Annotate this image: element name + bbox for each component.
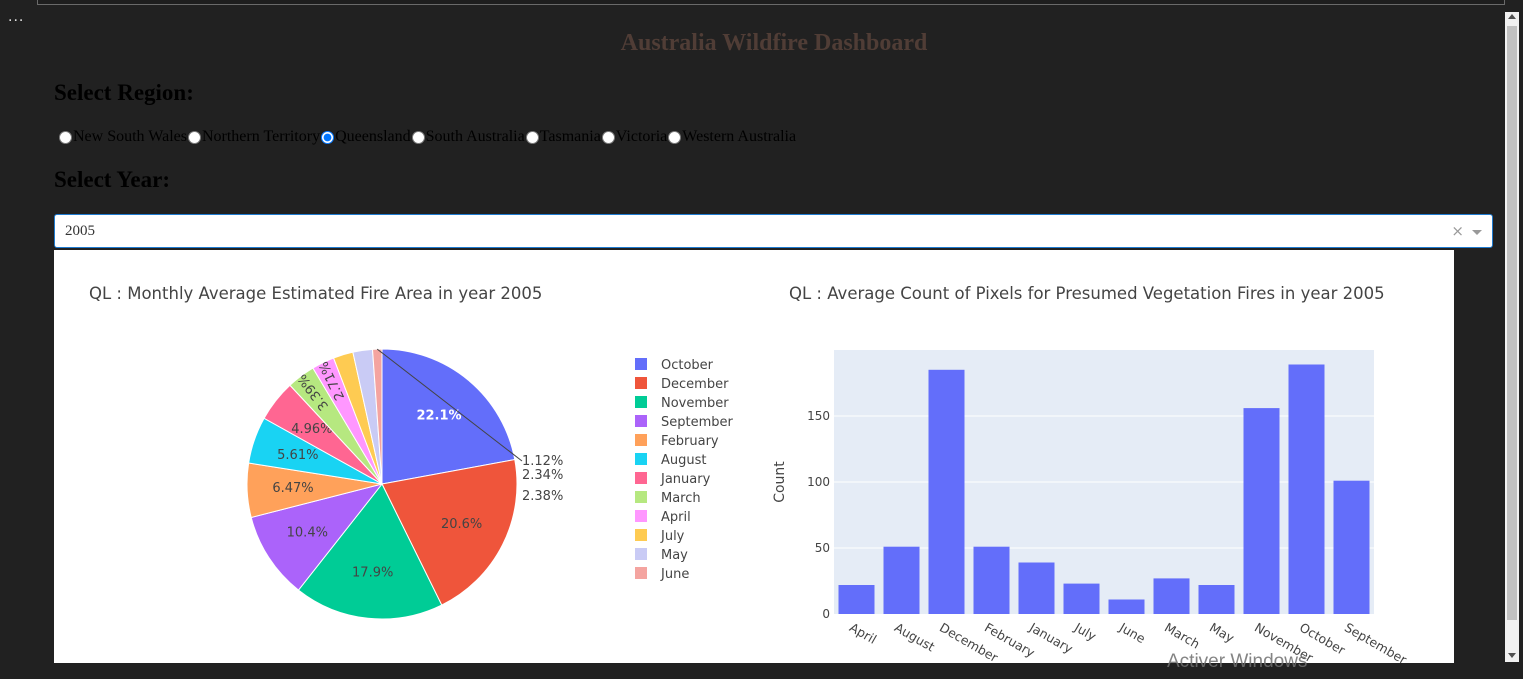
region-option-western-australia[interactable]: Western Australia <box>667 128 796 146</box>
legend-item-october[interactable]: October <box>661 358 714 373</box>
pie-slice-label-january: 4.96% <box>291 422 332 437</box>
legend-swatch-october[interactable] <box>635 358 647 370</box>
top-frame-bar <box>37 0 1505 5</box>
pie-slice-october[interactable] <box>381 348 516 485</box>
legend-item-june[interactable]: June <box>660 567 689 582</box>
region-radio-nsw[interactable] <box>59 130 72 144</box>
bar-ytick-label: 0 <box>822 607 830 621</box>
pie-slice-september[interactable] <box>250 483 384 591</box>
year-dropdown-value: 2005 <box>65 222 95 239</box>
legend-swatch-january[interactable] <box>635 472 647 484</box>
chevron-down-icon[interactable] <box>1472 230 1482 235</box>
pie-slice-december[interactable] <box>381 458 518 606</box>
bar-chart-title: QL : Average Count of Pixels for Presume… <box>789 284 1385 303</box>
legend-item-march[interactable]: March <box>661 491 701 506</box>
bar-august[interactable] <box>883 546 920 614</box>
region-option-queensland[interactable]: Queensland <box>320 128 411 146</box>
legend-swatch-february[interactable] <box>635 434 647 446</box>
legend-swatch-november[interactable] <box>635 396 647 408</box>
legend-item-december[interactable]: December <box>661 377 729 392</box>
legend-item-august[interactable]: August <box>661 453 707 468</box>
region-option-tasmania[interactable]: Tasmania <box>525 128 601 146</box>
legend-item-may[interactable]: May <box>661 548 688 563</box>
bar-xtick-label-may: May <box>1207 620 1237 646</box>
legend-swatch-april[interactable] <box>635 510 647 522</box>
bar-march[interactable] <box>1153 578 1190 614</box>
pie-slice-label-may: 2.34% <box>522 468 563 483</box>
legend-item-july[interactable]: July <box>660 529 685 544</box>
page-title: Australia Wildfire Dashboard <box>620 30 928 56</box>
bar-xtick-label-june: June <box>1116 619 1148 646</box>
bar-february[interactable] <box>973 546 1010 614</box>
bar-june[interactable] <box>1108 599 1145 615</box>
bar-xtick-label-april: April <box>847 620 879 647</box>
bar-xtick-label-september: September <box>1342 620 1410 663</box>
legend-swatch-march[interactable] <box>635 491 647 503</box>
legend-swatch-august[interactable] <box>635 453 647 465</box>
pie-chart-title: QL : Monthly Average Estimated Fire Area… <box>89 284 543 303</box>
bar-january[interactable] <box>1018 562 1055 615</box>
pie-slice-label-august: 5.61% <box>277 448 318 463</box>
bar-ytick-label: 150 <box>807 409 830 423</box>
pie-slice-label-june: 1.12% <box>522 454 563 469</box>
region-option-victoria[interactable]: Victoria <box>601 128 667 146</box>
menu-dots-icon[interactable]: ... <box>8 8 25 25</box>
bar-november[interactable] <box>1243 408 1280 614</box>
bar-ytick-label: 100 <box>807 475 830 489</box>
pie-slice-label-february: 6.47% <box>272 481 313 496</box>
region-radio-nt[interactable] <box>187 130 201 144</box>
legend-item-november[interactable]: November <box>661 396 729 411</box>
bar-december[interactable] <box>928 369 965 614</box>
pie-slice-november[interactable] <box>297 483 443 620</box>
legend-item-april[interactable]: April <box>661 510 691 525</box>
pie-slice-label-july: 2.38% <box>522 489 563 504</box>
region-radio-ta[interactable] <box>525 130 539 144</box>
scroll-down-icon[interactable] <box>1508 653 1516 658</box>
legend-swatch-june[interactable] <box>635 567 647 579</box>
clear-icon[interactable]: × <box>1451 222 1464 240</box>
bar-ylabel: Count <box>772 461 788 503</box>
region-label: Select Region: <box>54 80 194 105</box>
pie-chart: 22.1%20.6%17.9%10.4%6.47%5.61%4.96%3.39%… <box>246 348 734 620</box>
bar-september[interactable] <box>1333 480 1370 614</box>
bar-xtick-label-july: July <box>1071 619 1099 644</box>
bar-ytick-label: 50 <box>815 541 830 555</box>
pie-slice-label-november: 17.9% <box>352 566 393 581</box>
region-option-south-australia[interactable]: South Australia <box>411 128 525 146</box>
region-radio-wa[interactable] <box>668 130 682 144</box>
bar-may[interactable] <box>1198 585 1235 614</box>
year-label: Select Year: <box>54 167 170 192</box>
legend-item-january[interactable]: January <box>660 472 711 487</box>
legend-item-september[interactable]: September <box>661 415 734 430</box>
bar-july[interactable] <box>1063 583 1100 614</box>
charts-panel: QL : Monthly Average Estimated Fire Area… <box>54 250 1454 663</box>
legend-swatch-may[interactable] <box>635 548 647 560</box>
bar-october[interactable] <box>1288 364 1325 615</box>
legend-swatch-december[interactable] <box>635 377 647 389</box>
bar-april[interactable] <box>838 585 875 614</box>
legend-swatch-july[interactable] <box>635 529 647 541</box>
region-radio-ql[interactable] <box>321 130 335 144</box>
scrollbar-thumb[interactable] <box>1507 26 1517 620</box>
bar-xtick-label-august: August <box>892 620 937 655</box>
region-option-northern-territory[interactable]: Northern Territory <box>187 128 320 146</box>
region-radio-sa[interactable] <box>411 130 425 144</box>
legend-item-february[interactable]: February <box>661 434 719 449</box>
scroll-up-icon[interactable] <box>1508 14 1516 19</box>
pie-leader-line <box>376 348 523 462</box>
legend-swatch-september[interactable] <box>635 415 647 427</box>
pie-slice-label-october: 22.1% <box>416 409 461 424</box>
region-option-new-south-wales[interactable]: New South Wales <box>58 128 187 146</box>
year-dropdown[interactable]: 2005 × <box>54 214 1493 248</box>
region-radio-group: New South Wales Northern Territory Queen… <box>58 128 796 146</box>
windows-activation-watermark: Activer Windows <box>1167 651 1308 672</box>
vertical-scrollbar[interactable] <box>1505 12 1519 662</box>
bar-xtick-label-march: March <box>1162 620 1203 652</box>
region-radio-vi[interactable] <box>601 130 615 144</box>
pie-slice-label-december: 20.6% <box>441 517 482 532</box>
pie-slice-label-september: 10.4% <box>287 526 328 541</box>
